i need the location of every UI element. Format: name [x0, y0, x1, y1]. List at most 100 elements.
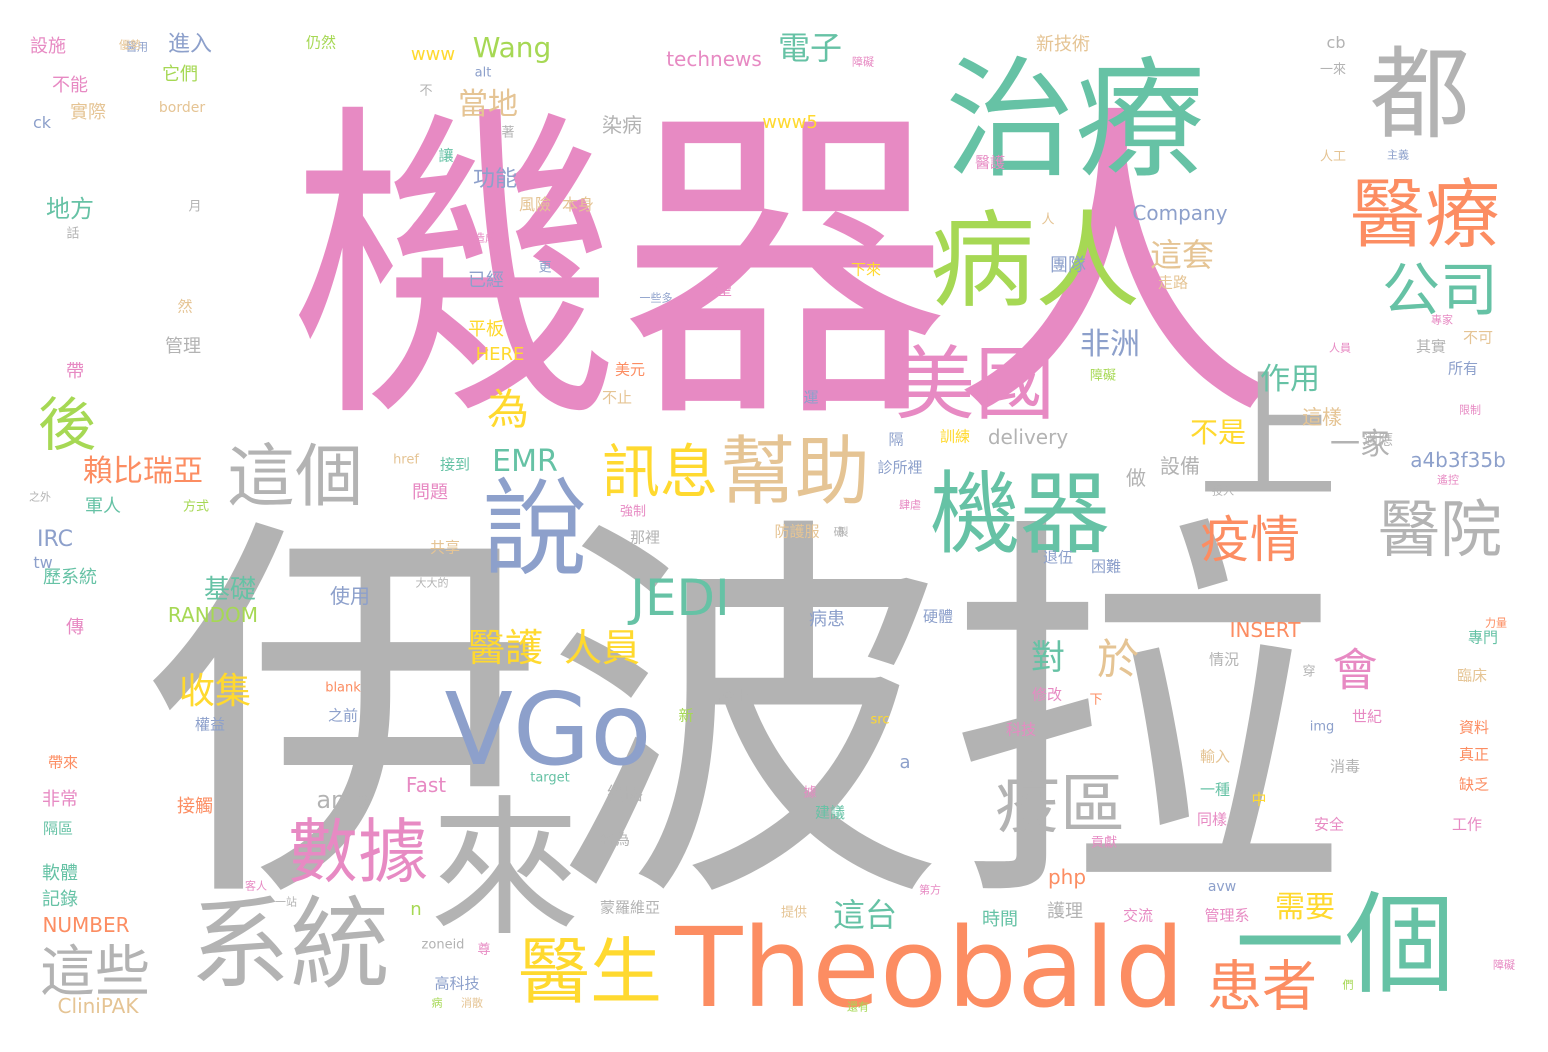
word: 權益 [194, 715, 226, 734]
word: 著 [501, 125, 515, 141]
word: 病患 [809, 609, 845, 630]
word: 然 [177, 297, 193, 316]
word: 基礎 [203, 575, 257, 605]
word: 不能 [52, 75, 88, 96]
word: 科技 [1005, 720, 1037, 739]
word: 幫助 [719, 427, 871, 516]
word: EMR [492, 444, 558, 479]
word: zoneid [421, 937, 465, 953]
word: 建議 [814, 803, 846, 822]
word: 真正 [1458, 745, 1490, 764]
word: 那裡 [629, 528, 661, 547]
word: 醫護 [974, 153, 1006, 172]
word: 製 [837, 525, 849, 539]
word: 軟體 [42, 863, 78, 884]
word: 肆虐 [899, 498, 921, 512]
word: 風險 [518, 195, 552, 214]
word: 還有 [847, 1000, 869, 1014]
word: 據 [803, 785, 817, 801]
word: 接觸 [177, 796, 213, 817]
word: 診所裡 [877, 458, 923, 477]
word: 人 [1041, 212, 1055, 228]
word: 們 [1342, 978, 1354, 992]
word: 說 [482, 468, 588, 591]
word: 非洲 [1080, 327, 1140, 362]
word: 情況 [1208, 650, 1240, 669]
word: 患者 [1206, 954, 1318, 1019]
word: 訊息 [601, 438, 719, 506]
word: 貢獻 [1090, 835, 1118, 851]
word: 力量 [1485, 616, 1507, 630]
word: 共享 [429, 538, 461, 557]
word: 臨床 [1456, 666, 1488, 685]
word: 仍然 [305, 33, 337, 52]
word: www5 [762, 112, 818, 133]
word: www [410, 44, 456, 65]
word: 高科技 [434, 974, 480, 993]
word: 限制 [1459, 403, 1481, 417]
word: 軍人 [85, 496, 121, 517]
word: 這套 [1149, 236, 1215, 274]
word: 名為 [599, 830, 631, 849]
word: 尊 [477, 942, 491, 958]
word: 穿 [1302, 664, 1316, 680]
word: 伊波拉 [145, 487, 1345, 952]
word: 投入 [1212, 484, 1234, 498]
word: 團隊 [1050, 255, 1086, 276]
word: 這台 [832, 896, 898, 934]
word: 安全 [1313, 815, 1345, 834]
word: 一家 [1330, 427, 1390, 462]
word: 訓練 [939, 427, 971, 446]
word: 客人 [245, 879, 267, 893]
word: img [1309, 719, 1335, 735]
word: 一種 [1199, 780, 1231, 799]
word: n [410, 899, 422, 920]
word: IRC [36, 527, 74, 552]
word: 優勢 [119, 38, 141, 52]
word: 運 [803, 388, 819, 407]
word: 時間 [982, 909, 1018, 930]
word: 醫院 [1377, 493, 1503, 566]
word: blank [325, 680, 361, 696]
word: 硬體 [922, 607, 954, 626]
word: cb [1326, 33, 1346, 52]
word: 賴比瑞亞 [83, 454, 203, 489]
word: 護士 [717, 687, 749, 706]
word: 設施 [30, 36, 66, 57]
word: 一來 [1319, 62, 1347, 78]
word: 新 [678, 706, 694, 725]
word: 醫用 [126, 40, 148, 54]
word: 機器人 [290, 78, 1280, 462]
word: 人員 [1329, 341, 1351, 355]
word: 障礙 [852, 55, 874, 69]
word: 修改 [1031, 685, 1063, 704]
word: 隔 [888, 430, 904, 449]
word: 當地 [458, 87, 518, 122]
word: 病 [431, 996, 443, 1010]
word: a [899, 752, 911, 773]
word: 障礙 [1493, 958, 1515, 972]
word: 更 [538, 260, 552, 276]
word: 新技術 [1036, 34, 1090, 55]
word: 蒙羅維亞 [599, 898, 661, 917]
word: NUMBER [42, 913, 130, 937]
word: 退伍 [1042, 548, 1074, 567]
word: Company [1132, 201, 1228, 225]
word: 後 [37, 391, 97, 459]
word: 造成 [474, 231, 496, 245]
word: 管理 [165, 336, 201, 357]
word: border [158, 100, 206, 116]
word: 設備 [1160, 454, 1200, 478]
word: 護理 [1047, 901, 1083, 922]
word: amp [316, 786, 370, 814]
word: 電子 [777, 29, 843, 67]
word: 非常 [42, 789, 78, 810]
word: 已經 [468, 270, 504, 291]
word: 這些 [39, 939, 151, 1004]
word: 大大的 [415, 576, 449, 590]
word: 需要 [1275, 890, 1335, 925]
word: 專家 [1431, 313, 1453, 327]
word: 不可 [1462, 328, 1494, 347]
word: 美元 [614, 360, 646, 379]
